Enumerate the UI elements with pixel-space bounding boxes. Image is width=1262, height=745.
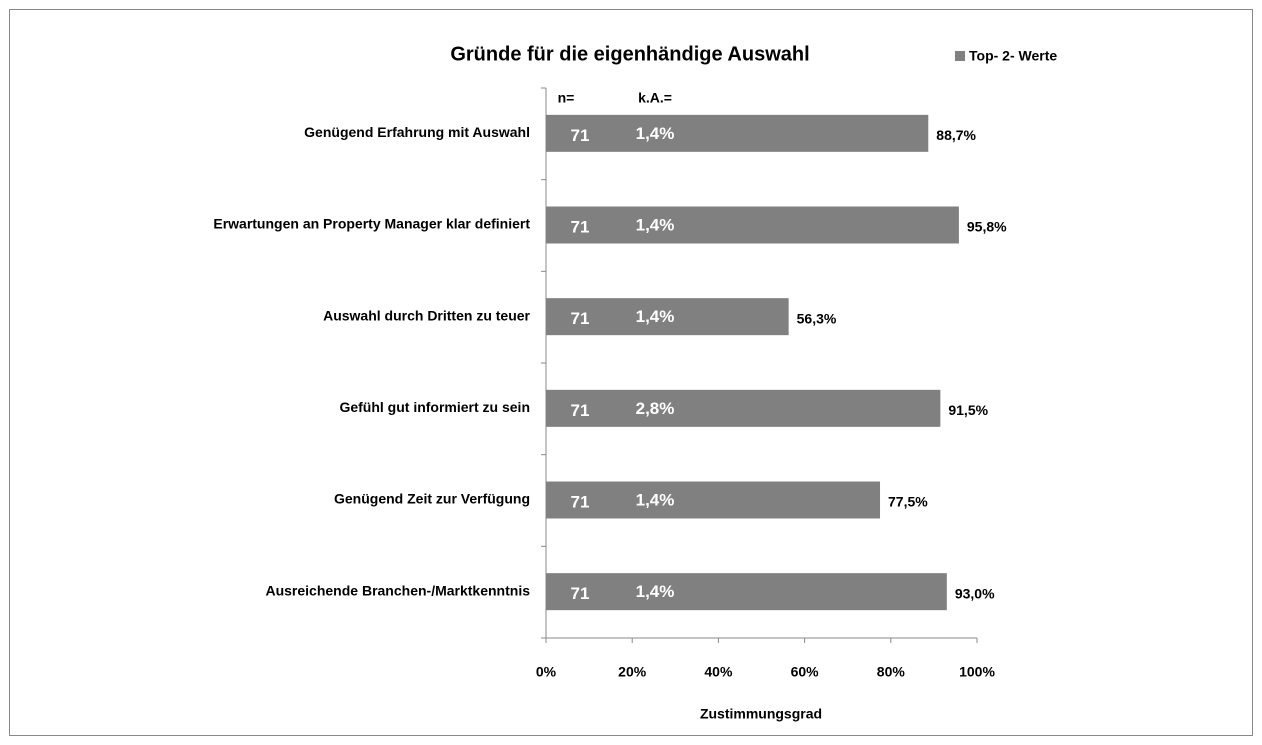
bar bbox=[546, 114, 929, 152]
value-label: 91,5% bbox=[948, 402, 988, 418]
x-tick-label: 40% bbox=[704, 664, 733, 680]
ka-value: 1,4% bbox=[636, 215, 675, 234]
n-value: 71 bbox=[571, 401, 590, 420]
bar bbox=[546, 389, 941, 427]
y-tick-label: Auswahl durch Dritten zu teuer bbox=[323, 307, 530, 323]
n-value: 71 bbox=[571, 126, 590, 145]
x-tick-label: 100% bbox=[959, 664, 995, 680]
x-tick-label: 20% bbox=[618, 664, 647, 680]
value-label: 77,5% bbox=[888, 494, 928, 510]
n-value: 71 bbox=[571, 492, 590, 511]
n-header: n= bbox=[558, 90, 575, 106]
n-value: 71 bbox=[571, 584, 590, 603]
legend-swatch bbox=[955, 51, 965, 61]
bar bbox=[546, 481, 881, 519]
y-tick-label: Ausreichende Branchen-/Marktkenntnis bbox=[265, 582, 530, 598]
value-label: 95,8% bbox=[967, 219, 1007, 235]
y-tick-label: Genügend Zeit zur Verfügung bbox=[334, 491, 530, 507]
ka-value: 1,4% bbox=[636, 582, 675, 601]
bar bbox=[546, 298, 789, 336]
n-value: 71 bbox=[571, 217, 590, 236]
n-value: 71 bbox=[571, 309, 590, 328]
legend-label: Top- 2- Werte bbox=[969, 48, 1057, 64]
bar bbox=[546, 206, 959, 244]
y-tick-label: Erwartungen an Property Manager klar def… bbox=[213, 216, 530, 232]
y-tick-label: Genügend Erfahrung mit Auswahl bbox=[304, 124, 530, 140]
ka-value: 2,8% bbox=[636, 399, 675, 418]
bar bbox=[546, 573, 947, 611]
ka-header: k.A.= bbox=[638, 90, 672, 106]
ka-value: 1,4% bbox=[636, 307, 675, 326]
ka-value: 1,4% bbox=[636, 490, 675, 509]
value-label: 93,0% bbox=[955, 585, 995, 601]
chart-title: Gründe für die eigenhändige Auswahl bbox=[450, 43, 809, 65]
value-label: 88,7% bbox=[936, 127, 976, 143]
value-label: 56,3% bbox=[797, 310, 837, 326]
x-axis-title: Zustimmungsgrad bbox=[700, 706, 822, 722]
x-tick-label: 80% bbox=[877, 664, 906, 680]
x-tick-label: 60% bbox=[791, 664, 820, 680]
ka-value: 1,4% bbox=[636, 124, 675, 143]
y-tick-label: Gefühl gut informiert zu sein bbox=[339, 399, 530, 415]
x-tick-label: 0% bbox=[536, 664, 557, 680]
